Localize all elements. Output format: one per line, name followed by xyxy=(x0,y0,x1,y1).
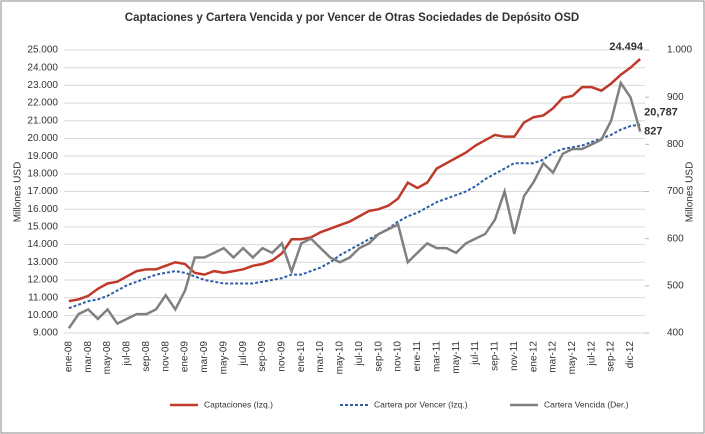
y-tick-label: 11.000 xyxy=(28,292,58,303)
legend-label: Captaciones (Izq.) xyxy=(204,399,273,409)
series-line xyxy=(67,80,642,329)
x-tick-label: ene-10 xyxy=(296,341,307,373)
y-tick-label: 19.000 xyxy=(27,151,58,162)
y-tick-label: 13.000 xyxy=(27,257,58,268)
x-tick-label: ene-11 xyxy=(412,341,423,372)
y-tick-label: 14.000 xyxy=(27,239,58,250)
x-tick-label: sep-11 xyxy=(490,341,501,371)
y-tick-label: 16.000 xyxy=(27,204,58,215)
x-tick-label: jul-08 xyxy=(122,341,133,367)
y2-tick-label: 1.000 xyxy=(667,45,692,56)
y-tick-label: 25.000 xyxy=(27,45,58,56)
y2-tick-label: 600 xyxy=(667,233,684,244)
x-tick-label: may-09 xyxy=(218,341,229,375)
y-tick-label: 22.000 xyxy=(27,98,58,109)
data-label: 827 xyxy=(644,126,662,138)
x-tick-label: may-11 xyxy=(451,341,462,374)
y2-axis-label: Millones USD xyxy=(685,162,696,223)
y-tick-label: 18.000 xyxy=(27,168,58,179)
x-tick-label: mar-11 xyxy=(431,341,442,372)
x-tick-label: jul-10 xyxy=(354,341,365,367)
x-tick-label: mar-10 xyxy=(315,341,326,373)
x-tick-label: jul-12 xyxy=(586,341,597,367)
x-tick-label: may-10 xyxy=(335,341,346,375)
x-tick-label: nov-10 xyxy=(393,341,404,372)
x-tick-label: dic-12 xyxy=(625,341,636,369)
series-line xyxy=(68,123,641,310)
x-tick-label: ene-09 xyxy=(180,341,191,373)
y2-tick-label: 800 xyxy=(667,139,684,150)
y2-tick-label: 900 xyxy=(667,92,684,103)
legend-label: Cartera Vencida (Der.) xyxy=(544,399,629,409)
x-tick-label: ene-08 xyxy=(63,341,74,373)
x-tick-label: sep-08 xyxy=(141,341,152,372)
series-line xyxy=(68,58,641,303)
data-label: 24.494 xyxy=(609,41,644,53)
y-tick-label: 21.000 xyxy=(27,115,58,126)
x-tick-label: sep-10 xyxy=(373,341,384,372)
x-tick-label: jul-11 xyxy=(470,341,481,366)
x-tick-label: ene-12 xyxy=(528,341,539,373)
x-tick-label: mar-08 xyxy=(83,341,94,373)
data-label: 20,787 xyxy=(644,106,678,118)
y-tick-label: 9.000 xyxy=(33,328,58,339)
legend-label: Cartera por Vencer (Izq.) xyxy=(374,399,468,409)
y-tick-label: 15.000 xyxy=(27,222,58,233)
y-tick-label: 10.000 xyxy=(27,310,58,321)
y-axis-label: Millones USD xyxy=(13,162,24,223)
x-tick-label: nov-08 xyxy=(160,341,171,372)
y2-tick-label: 700 xyxy=(667,186,684,197)
y-tick-label: 23.000 xyxy=(27,80,58,91)
x-tick-label: nov-11 xyxy=(509,341,520,371)
y-tick-label: 12.000 xyxy=(27,275,58,286)
x-tick-label: mar-12 xyxy=(548,341,559,373)
x-tick-label: mar-09 xyxy=(199,341,210,373)
x-tick-label: jul-09 xyxy=(238,341,249,367)
y-tick-label: 24.000 xyxy=(27,62,58,73)
x-tick-label: sep-12 xyxy=(606,341,617,372)
x-tick-label: may-12 xyxy=(567,341,578,375)
y2-tick-label: 500 xyxy=(667,280,684,291)
y-tick-label: 17.000 xyxy=(27,186,58,197)
y2-tick-label: 400 xyxy=(667,328,684,339)
x-tick-label: may-08 xyxy=(102,341,113,375)
x-tick-label: sep-09 xyxy=(257,341,268,372)
x-tick-label: nov-09 xyxy=(277,341,288,372)
y-tick-label: 20.000 xyxy=(27,133,58,144)
chart-title: Captaciones y Cartera Vencida y por Venc… xyxy=(125,12,579,24)
